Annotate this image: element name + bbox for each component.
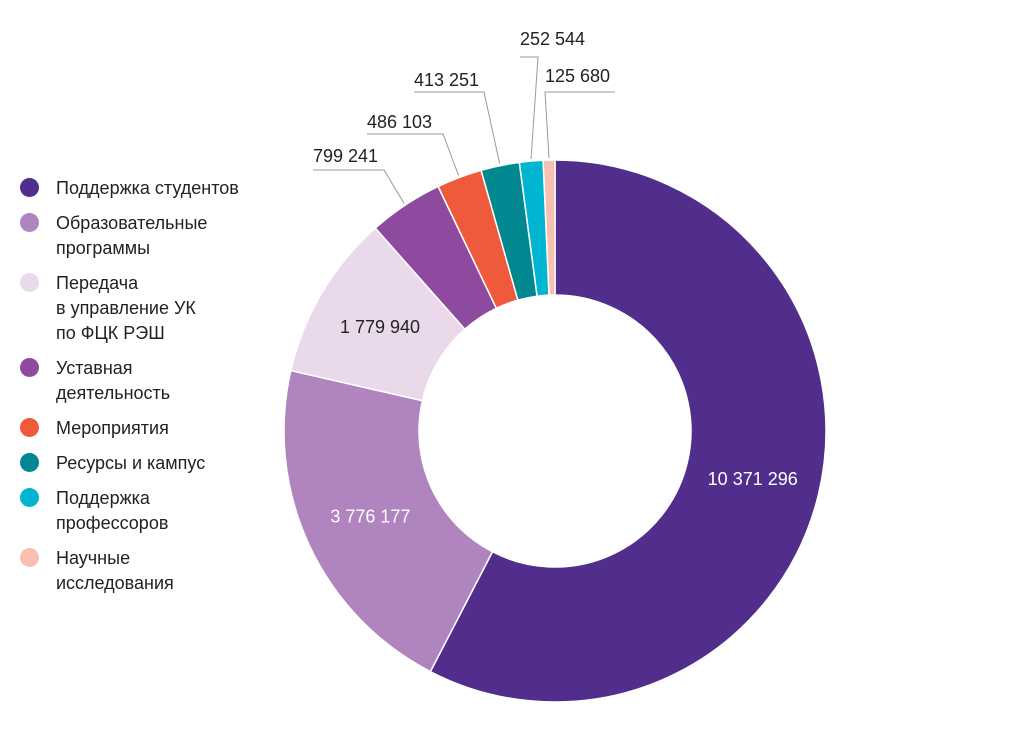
- data-label: 3 776 177: [330, 507, 410, 527]
- legend-swatch: [20, 273, 39, 292]
- legend-swatch: [20, 358, 39, 377]
- legend-item: Научные исследования: [20, 546, 280, 596]
- donut-slice: [429, 159, 827, 703]
- legend-swatch: [20, 488, 39, 507]
- legend-label: Поддержка профессоров: [56, 488, 169, 533]
- legend-swatch: [20, 418, 39, 437]
- legend-item: Образовательные программы: [20, 211, 280, 261]
- legend-label: Передача в управление УК по ФЦК РЭШ: [56, 273, 196, 343]
- data-label: 10 371 296: [708, 469, 798, 489]
- donut-slice: [283, 369, 494, 673]
- legend-label: Научные исследования: [56, 548, 174, 593]
- leader-line: [313, 169, 405, 204]
- legend-swatch: [20, 213, 39, 232]
- legend-label: Поддержка студентов: [56, 178, 239, 198]
- data-label: 252 544: [520, 29, 585, 49]
- data-label: 1 779 940: [340, 317, 420, 337]
- data-label: 413 251: [414, 70, 479, 90]
- legend-label: Образовательные программы: [56, 213, 208, 258]
- legend-item: Ресурсы и кампус: [20, 451, 280, 476]
- leader-line: [520, 56, 539, 160]
- donut-slice: [542, 159, 556, 296]
- data-label: 125 680: [545, 66, 610, 86]
- leader-line: [414, 91, 501, 164]
- chart-legend: Поддержка студентов Образовательные прогр…: [20, 176, 280, 596]
- data-label: 486 103: [367, 112, 432, 132]
- legend-label: Мероприятия: [56, 418, 169, 438]
- legend-label: Уставная деятельность: [56, 358, 171, 403]
- legend-item: Мероприятия: [20, 416, 280, 441]
- data-label: 799 241: [313, 146, 378, 166]
- leader-line: [544, 91, 615, 159]
- legend-swatch: [20, 548, 39, 567]
- legend-label: Ресурсы и кампус: [56, 453, 206, 473]
- legend-item: Уставная деятельность: [20, 356, 280, 406]
- legend-item: Поддержка профессоров: [20, 486, 280, 536]
- legend-swatch: [20, 453, 39, 472]
- leader-line: [367, 133, 460, 176]
- legend-item: Передача в управление УК по ФЦК РЭШ: [20, 271, 280, 346]
- legend-item: Поддержка студентов: [20, 176, 280, 201]
- legend-swatch: [20, 178, 39, 197]
